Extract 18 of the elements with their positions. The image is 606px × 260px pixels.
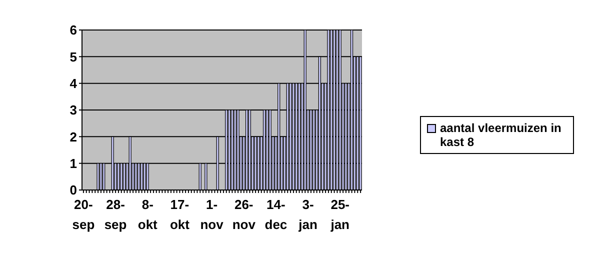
y-tick-label: 5: [70, 49, 77, 64]
y-tick-label: 0: [70, 182, 77, 198]
x-tick-label: 28-sep: [104, 197, 127, 232]
y-tick-label: 3: [70, 102, 77, 118]
x-tick-label: 3-jan: [298, 197, 318, 232]
y-tick-label: 6: [70, 22, 77, 38]
legend-label: aantal vleermuizen in kast 8: [440, 121, 562, 149]
x-tick-label: 1-nov: [200, 197, 224, 232]
x-tick-label: 25-jan: [330, 197, 350, 232]
legend-box: aantal vleermuizen in kast 8: [420, 116, 574, 154]
x-tick-label: 17-okt: [170, 197, 190, 232]
y-tick-label: 1: [70, 156, 77, 171]
y-tick-label: 2: [70, 129, 77, 144]
x-tick-label: 20-sep: [72, 197, 95, 232]
x-tick-label: 8-okt: [138, 197, 158, 232]
x-tick-label: 26-nov: [232, 197, 256, 232]
y-tick-label: 4: [70, 76, 78, 91]
x-tick-label: 14-dec: [264, 197, 288, 232]
